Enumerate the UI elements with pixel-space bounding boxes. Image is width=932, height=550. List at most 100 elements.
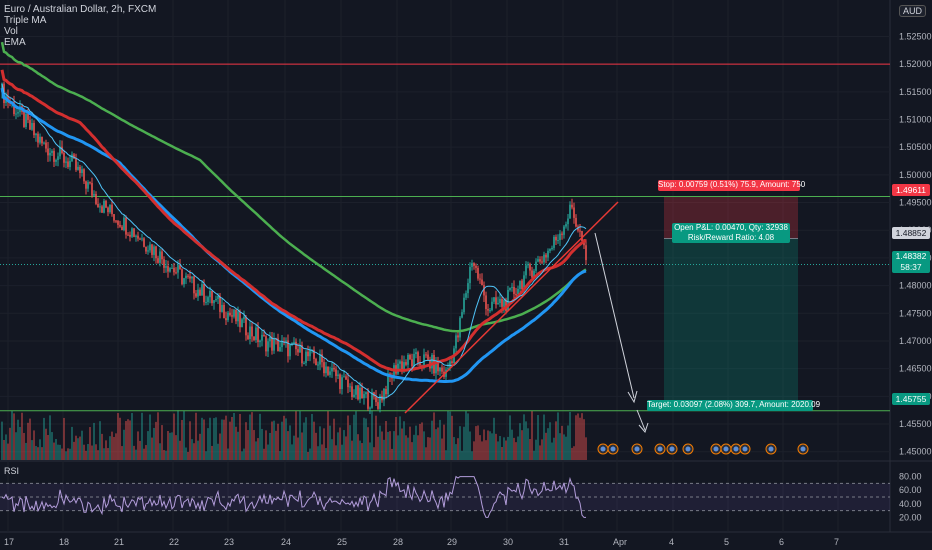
candle-body [199,289,201,296]
volume-bar [225,415,227,460]
indicator-vol[interactable]: Vol [4,26,18,37]
ma-red-line[interactable] [0,69,587,373]
volume-bar [541,439,543,460]
candle-body [209,290,211,298]
volume-bar [269,432,271,460]
volume-bar [169,432,171,460]
candle-body [293,341,295,343]
volume-bar [119,417,121,460]
volume-bar [573,446,575,460]
candle-body [263,334,265,337]
volume-bar [239,413,241,460]
volume-bar [253,430,255,460]
stop-info-box[interactable]: Stop: 0.00759 (0.51%) 75.9, Amount: 750 [658,180,806,191]
volume-bar [305,417,307,460]
candle-body [161,251,163,260]
volume-bar [219,433,221,460]
volume-bar [325,448,327,460]
volume-bar [287,431,289,460]
symbol-title[interactable]: Euro / Australian Dollar, 2h, FXCM [4,4,157,15]
economic-event-icon [768,446,774,452]
indicator-triple-ma[interactable]: Triple MA [4,15,47,26]
volume-bar [379,425,381,460]
economic-event-icon [733,446,739,452]
volume-bar [415,425,417,460]
volume-bar [173,413,175,460]
volume-bar [87,444,89,460]
candle-body [415,352,417,355]
time-tick-label: 31 [559,537,569,547]
time-tick-label: 24 [281,537,291,547]
candle-body [119,224,121,227]
ma-blue-line[interactable] [0,87,587,383]
economic-event-icon [600,446,606,452]
candle-body [517,288,519,295]
candle-body [301,345,303,364]
volume-bar [489,431,491,460]
volume-bar [207,428,209,460]
candle-body [243,316,245,320]
volume-bar [553,437,555,460]
volume-bar [53,442,55,460]
target-info-box[interactable]: Target: 0.03097 (2.08%) 309.7, Amount: 2… [647,400,821,411]
projection-arrow[interactable] [636,409,646,431]
volume-bar [251,412,253,460]
target-zone[interactable] [664,238,798,411]
indicator-ema[interactable]: EMA [4,37,26,48]
volume-bar [267,444,269,460]
volume-bar [213,418,215,460]
candle-body [221,305,223,312]
candle-body [497,303,499,305]
pnl-info-box[interactable]: Open P&L: 0.00470, Qty: 32938 Risk/Rewar… [672,223,790,243]
price-tick-label: 1.45000 [899,447,932,457]
price-tick-label: 1.47000 [899,336,932,346]
currency-selector[interactable]: AUD [898,5,926,17]
candle-body [41,136,43,144]
volume-bar [373,447,375,460]
ma-green-line[interactable] [0,41,587,333]
rsi-tick-label: 60.00 [899,485,922,495]
candle-body [353,394,355,397]
candle-body [143,238,145,247]
volume-bar [259,413,261,460]
volume-bar [493,417,495,460]
volume-bar [585,437,587,460]
current-price-value: 1.48382 [895,251,927,261]
candle-body [479,278,481,280]
volume-bar [371,410,373,460]
volume-bar [565,436,567,460]
volume-bar [411,442,413,460]
volume-bar [175,435,177,460]
candle-body [25,113,27,127]
volume-bar [137,431,139,460]
rsi-title[interactable]: RSI [4,466,20,476]
volume-bar [155,421,157,460]
trend-line[interactable] [404,201,619,414]
volume-bar [451,415,453,460]
economic-event-icon [723,446,729,452]
volume-bar [369,442,371,460]
candle-body [285,340,287,342]
volume-bar [25,442,27,460]
volume-bar [469,431,471,460]
volume-bar [3,440,5,460]
volume-bar [549,422,551,460]
candle-body [163,259,165,268]
volume-bar [77,438,79,460]
candle-body [463,297,465,313]
candle-body [323,362,325,374]
ema-line[interactable] [1,83,587,399]
candle-body [27,113,29,120]
projection-arrow[interactable] [594,232,635,399]
volume-bar [189,421,191,460]
price-tick-label: 1.46500 [899,364,932,374]
candle-body [245,316,247,336]
candle-body [101,206,103,213]
candle-body [471,263,473,267]
candle-body [277,338,279,352]
volume-bar [401,428,403,460]
price-tick-label: 1.48000 [899,281,932,291]
candle-body [89,182,91,184]
rsi-line[interactable] [1,475,586,518]
